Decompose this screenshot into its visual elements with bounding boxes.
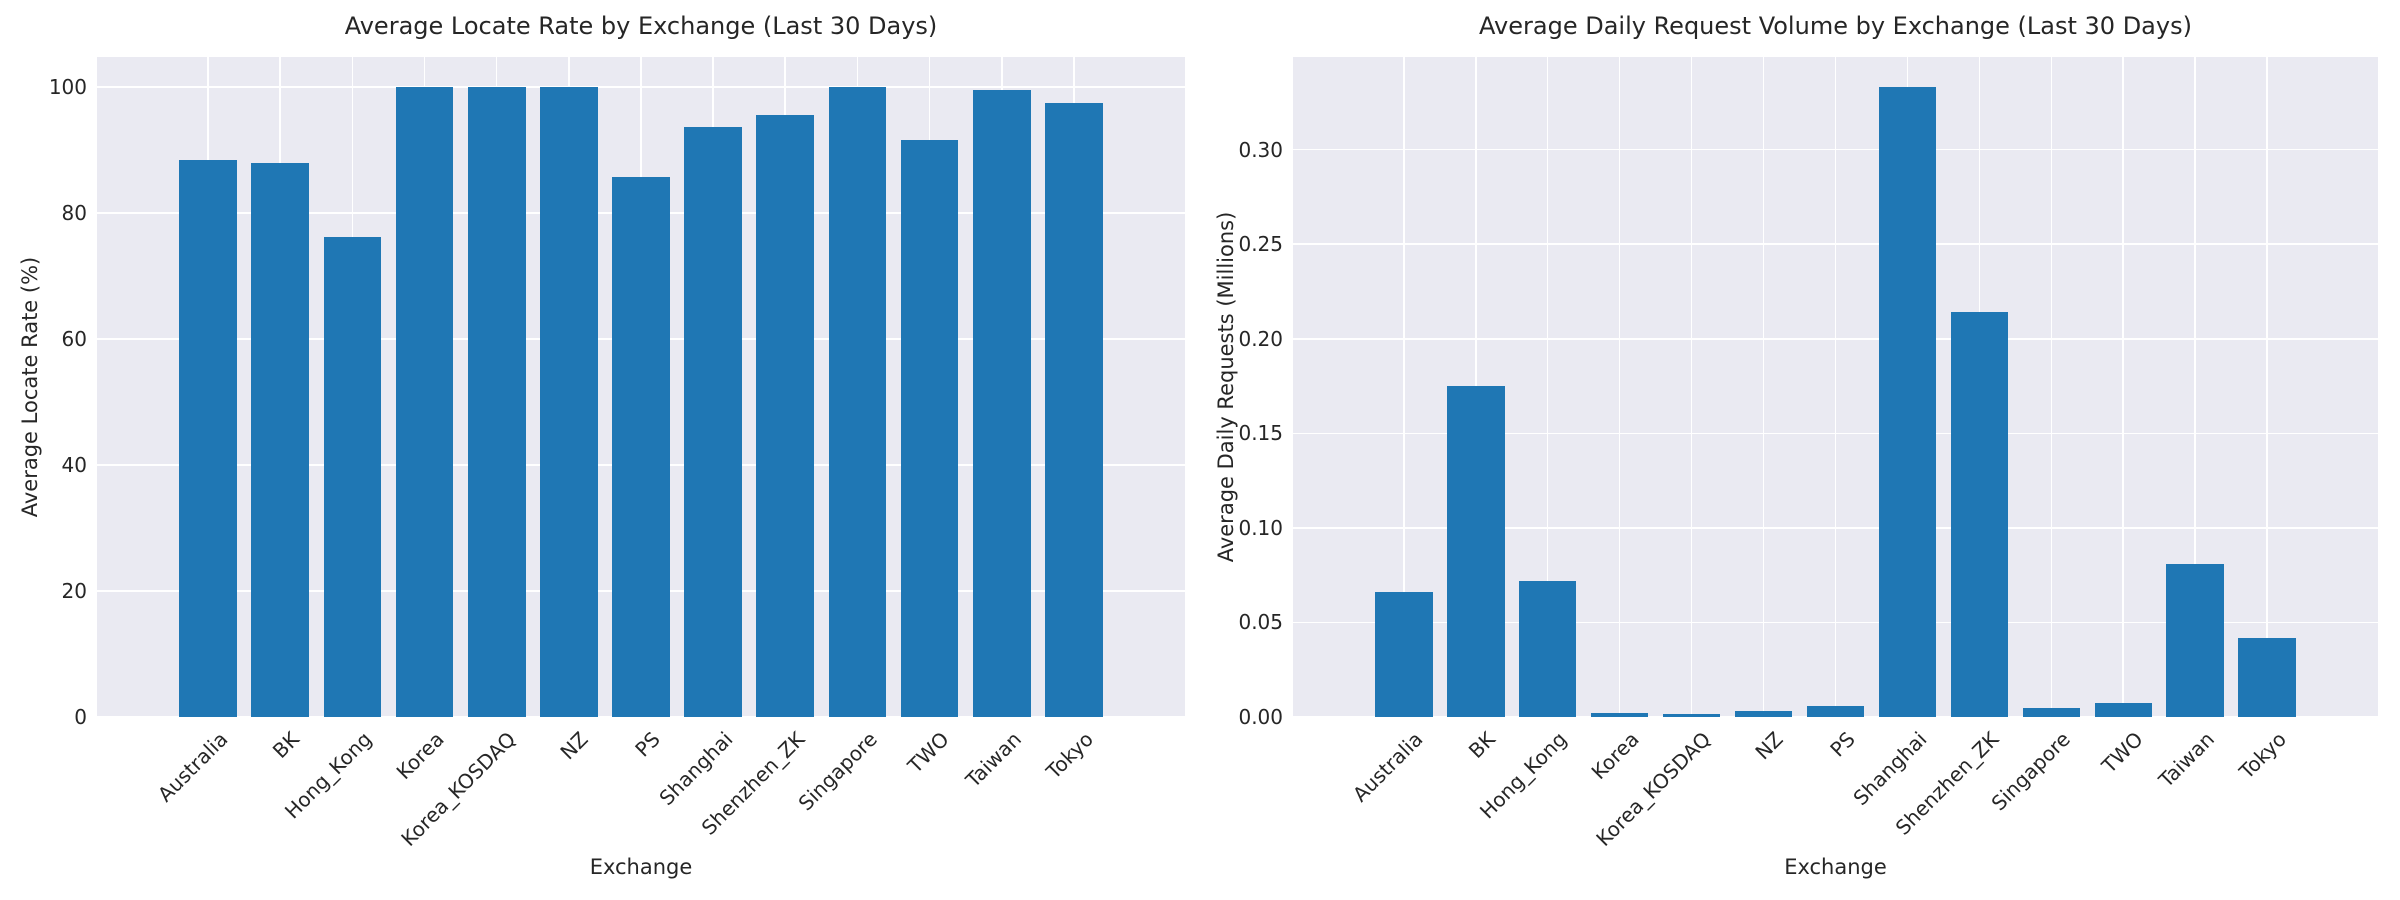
y-tick-label: 0.10: [1238, 515, 1283, 540]
gridline-v: [2122, 57, 2125, 717]
bar-singapore: [828, 87, 887, 717]
x-tick-label: BK: [1463, 727, 1500, 763]
request-volume-x-axis-label: Exchange: [1784, 855, 1887, 879]
bar-singapore: [2022, 707, 2081, 717]
x-tick-label: PS: [630, 727, 665, 762]
bar-australia: [179, 160, 237, 717]
bar-hong_kong: [323, 237, 382, 717]
x-tick-label: Taiwan: [2154, 727, 2220, 793]
x-tick-label: Tokyo: [1041, 727, 1098, 784]
locate-rate-chart-title: Average Locate Rate by Exchange (Last 30…: [344, 12, 938, 40]
bar-korea_kosdaq: [467, 87, 526, 717]
bar-bk: [251, 163, 310, 717]
bar-shanghai: [1878, 87, 1937, 717]
y-tick-label: 40: [61, 453, 87, 478]
bar-two: [900, 140, 959, 717]
gridline-v: [1762, 57, 1765, 717]
gridline-v: [2266, 57, 2268, 717]
x-tick-label: Korea: [1586, 727, 1644, 785]
bar-shanghai: [684, 126, 742, 717]
request-volume-chart-title: Average Daily Request Volume by Exchange…: [1479, 12, 2192, 40]
x-tick-label: PS: [1824, 727, 1860, 762]
y-tick-label: 0.25: [1238, 232, 1283, 257]
bar-taiwan: [2166, 563, 2224, 717]
bar-two: [2094, 702, 2153, 717]
x-tick-label: Australia: [152, 727, 233, 807]
gridline-v: [1834, 57, 1837, 717]
bar-hong_kong: [1518, 580, 1577, 717]
locate-rate-plot-area: [97, 57, 1185, 718]
bar-australia: [1375, 592, 1433, 717]
x-tick-label: TWO: [902, 727, 954, 778]
y-tick-label: 60: [61, 327, 87, 352]
y-tick-label: 80: [61, 201, 87, 226]
bar-korea_kosdaq: [1662, 714, 1721, 717]
x-tick-label: TWO: [2096, 727, 2148, 778]
bar-tokyo: [1045, 102, 1103, 717]
gridline-v: [1618, 57, 1621, 717]
gridline-v: [2194, 57, 2197, 717]
bar-bk: [1446, 386, 1505, 717]
bar-shenzhen_zk: [756, 114, 815, 717]
y-tick-label: 0.00: [1238, 705, 1283, 729]
gridline-v: [2050, 57, 2053, 717]
y-tick-label: 0.20: [1238, 326, 1283, 351]
x-tick-label: BK: [268, 727, 305, 763]
bar-taiwan: [972, 90, 1031, 717]
x-tick-label: Australia: [1348, 727, 1428, 807]
gridline-v: [1546, 57, 1549, 717]
bar-nz: [539, 87, 598, 717]
y-tick-label: 0.30: [1238, 137, 1283, 162]
bar-shenzhen_zk: [1950, 312, 2009, 717]
x-tick-label: Tokyo: [2234, 727, 2292, 784]
gridline-v: [1403, 57, 1405, 717]
gridline-v: [1690, 57, 1693, 717]
request-volume-plot-area: [1293, 57, 2378, 718]
bar-ps: [612, 177, 670, 717]
locate-rate-x-axis-label: Exchange: [589, 855, 693, 879]
bar-ps: [1806, 705, 1865, 717]
y-tick-label: 0.05: [1238, 610, 1283, 635]
x-tick-label: NZ: [1750, 727, 1788, 765]
bar-tokyo: [2238, 637, 2296, 717]
bar-korea: [395, 87, 454, 717]
y-tick-label: 100: [48, 75, 87, 100]
bar-korea: [1590, 713, 1649, 717]
y-tick-label: 0.15: [1238, 421, 1283, 446]
x-tick-label: NZ: [555, 727, 593, 765]
y-tick-label: 20: [61, 579, 87, 604]
bar-nz: [1734, 711, 1793, 717]
y-tick-label: 0: [74, 705, 87, 729]
x-tick-label: Taiwan: [960, 727, 1026, 793]
x-tick-label: Korea: [391, 727, 449, 785]
